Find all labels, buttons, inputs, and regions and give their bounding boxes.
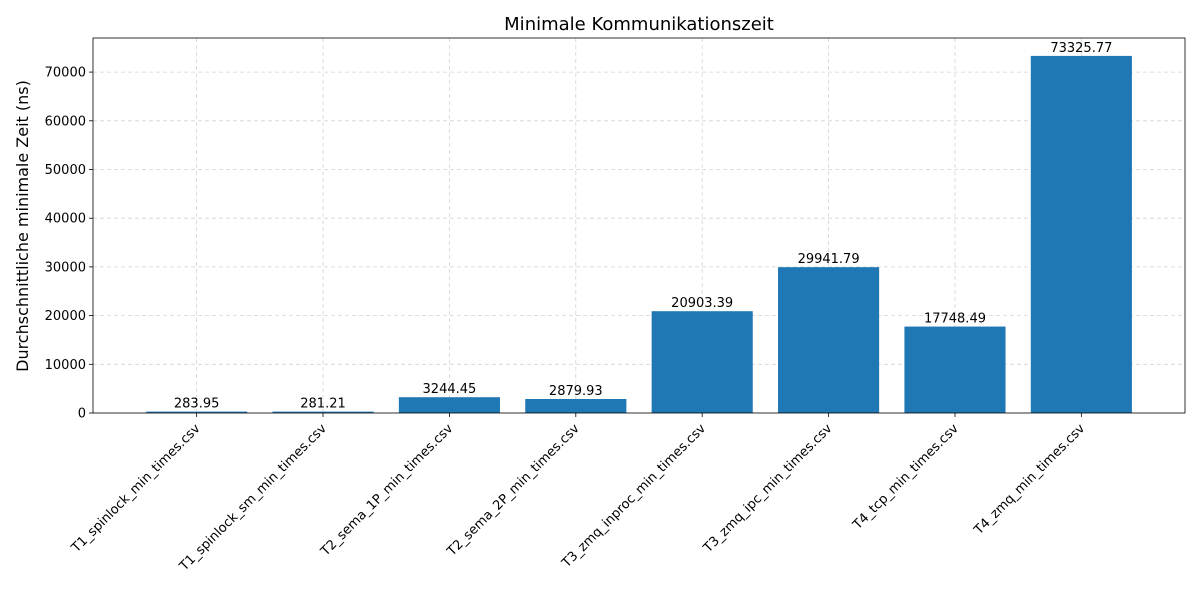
bar-value-label: 3244.45 <box>423 382 477 397</box>
bar <box>272 411 374 413</box>
x-tick-label: T4_tcp_min_times.csv <box>850 421 962 533</box>
y-tick-label: 60000 <box>45 114 86 129</box>
y-tick-label: 40000 <box>45 212 86 227</box>
y-axis-label: Durchschnittliche minimale Zeit (ns) <box>13 80 32 372</box>
y-tick-label: 10000 <box>45 358 86 373</box>
chart-title: Minimale Kommunikationszeit <box>504 14 774 35</box>
bar <box>1030 55 1132 413</box>
bar-value-label: 283.95 <box>174 397 220 412</box>
x-tick-label: T1_spinlock_min_times.csv <box>68 421 203 556</box>
x-tick-label: T3_zmq_ipc_min_times.csv <box>700 421 836 557</box>
y-tick-label: 0 <box>78 407 86 422</box>
bar <box>651 311 753 413</box>
bar-value-label: 2879.93 <box>549 384 603 399</box>
bar-value-label: 17748.49 <box>924 312 986 327</box>
x-tick-label: T4_zmq_min_times.csv <box>971 421 1088 538</box>
x-axis: T1_spinlock_min_times.csvT1_spinlock_sm_… <box>68 413 1088 575</box>
bar <box>778 267 880 413</box>
x-tick-label: T1_spinlock_sm_min_times.csv <box>176 421 330 575</box>
bar-value-label: 73325.77 <box>1050 41 1112 56</box>
axes-frame <box>92 37 1186 414</box>
bar-value-label: 281.21 <box>300 397 346 412</box>
y-tick-label: 30000 <box>45 260 86 275</box>
grid <box>93 38 1185 414</box>
y-tick-label: 20000 <box>45 309 86 324</box>
bar <box>398 397 500 413</box>
bar-value-label: 20903.39 <box>671 296 733 311</box>
bars <box>146 55 1132 413</box>
bar <box>904 326 1006 413</box>
y-tick-label: 50000 <box>45 163 86 178</box>
value-labels: 283.95 281.21 3244.45 2879.93 20903.39 29941.… <box>174 41 1112 412</box>
bar-value-label: 29941.79 <box>798 252 860 267</box>
x-tick-label: T2_sema_1P_min_times.csv <box>318 421 457 560</box>
bar <box>525 398 627 413</box>
y-axis: 0 10000 20000 30000 40000 50000 60000 70000 <box>45 66 93 422</box>
x-tick-label: T3_zmq_inproc_min_times.csv <box>559 421 710 572</box>
y-tick-label: 70000 <box>45 66 86 81</box>
x-tick-label: T2_sema_2P_min_times.csv <box>444 421 583 560</box>
bar <box>146 411 248 413</box>
